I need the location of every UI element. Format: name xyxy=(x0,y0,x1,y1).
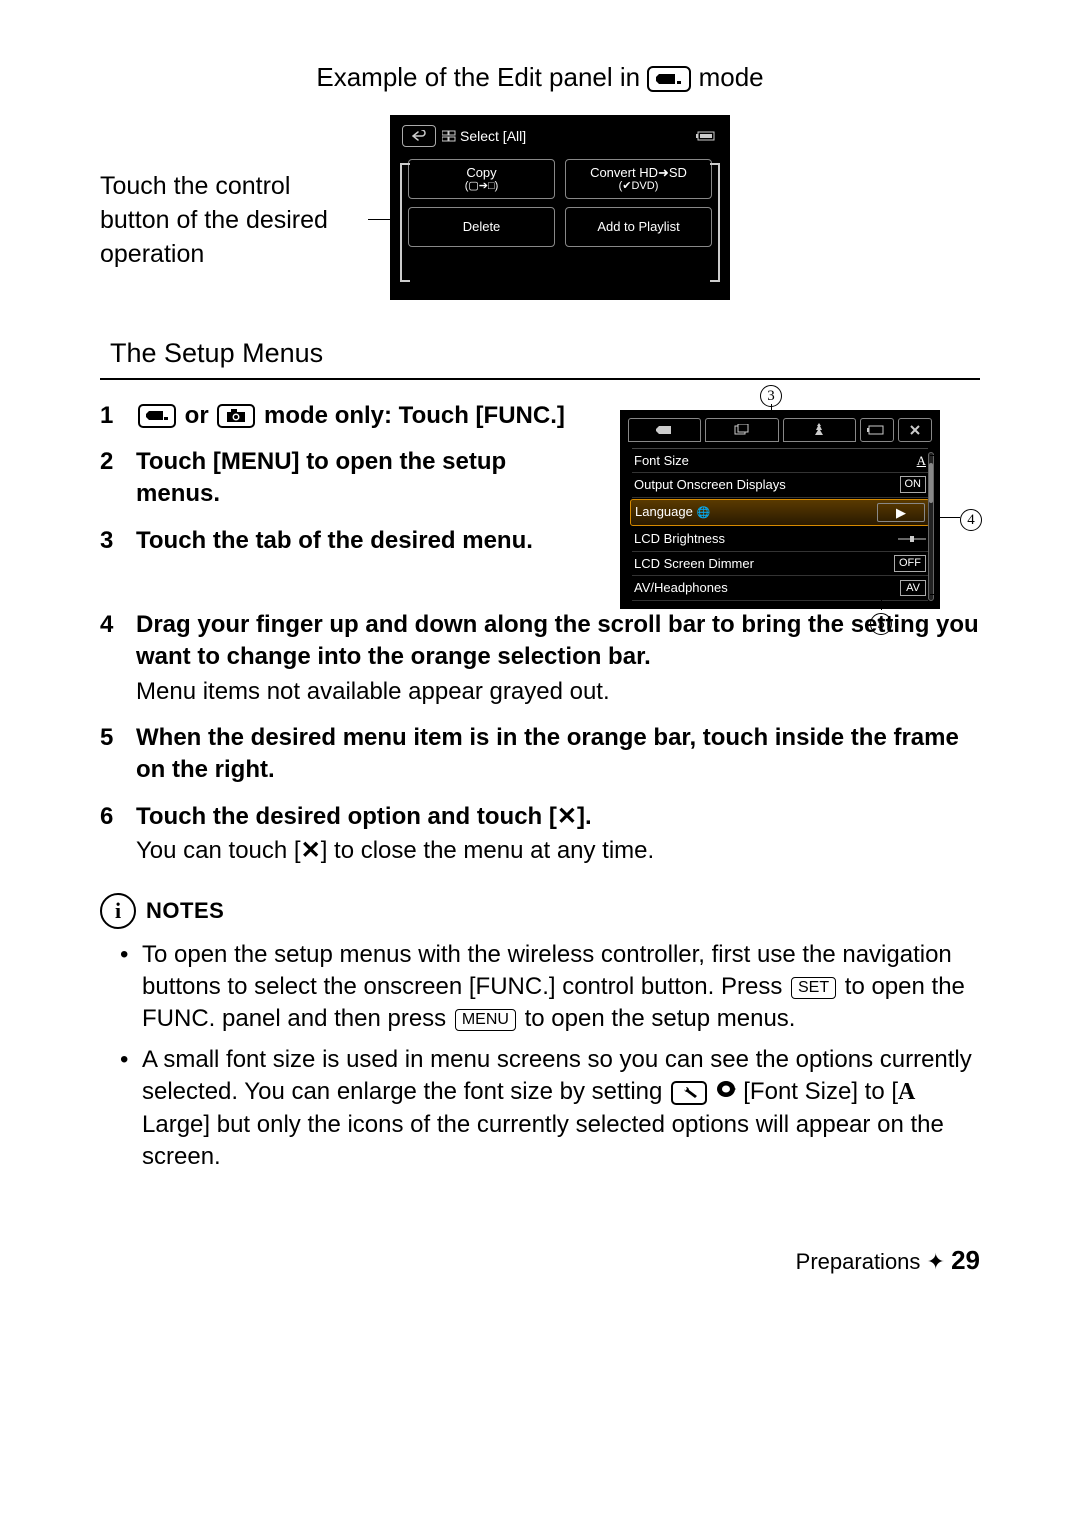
set-key-icon: SET xyxy=(791,977,836,999)
battery-icon xyxy=(696,130,718,142)
step-2: Touch [MENU] to open the setup menus. xyxy=(100,446,590,511)
page-number: 29 xyxy=(951,1245,980,1275)
menu-nav-icon xyxy=(716,1081,744,1103)
steps-list-contd: Drag your finger up and down along the s… xyxy=(100,609,980,868)
globe-icon: 🌐 xyxy=(696,507,710,519)
tab-1[interactable] xyxy=(628,418,701,442)
step-4: Drag your finger up and down along the s… xyxy=(100,609,980,708)
callout-4: 4 xyxy=(960,506,982,531)
edit-panel-row: Touch the control button of the desired … xyxy=(100,115,980,300)
copy-button[interactable]: Copy (▢➔□) xyxy=(408,159,555,199)
menu-row-lcd-brightness[interactable]: LCD Brightness xyxy=(632,527,928,552)
steps-list: or mode only: Touch [FUNC.] Touch [MENU]… xyxy=(100,400,590,558)
page-title: Example of the Edit panel in mode xyxy=(100,60,980,95)
back-button[interactable] xyxy=(402,125,436,147)
info-icon: i xyxy=(100,893,136,929)
bracket-left-icon xyxy=(400,163,410,282)
convert-button[interactable]: Convert HD➜SD (✔DVD) xyxy=(565,159,712,199)
close-button[interactable] xyxy=(898,418,932,442)
note-2: A small font size is used in menu screen… xyxy=(120,1044,980,1174)
edit-panel-caption: Touch the control button of the desired … xyxy=(100,115,360,271)
add-playlist-button[interactable]: Add to Playlist xyxy=(565,207,712,247)
playback-mode-icon xyxy=(647,66,691,92)
step-5: When the desired menu item is in the ora… xyxy=(100,722,980,787)
tab-3[interactable] xyxy=(783,418,856,442)
setup-menu-screenshot-col: 3 Font Size A Output Onscreen Displays O… xyxy=(610,400,980,609)
menu-list: Font Size A Output Onscreen Displays ON … xyxy=(632,448,928,601)
select-all-label: Select [All] xyxy=(460,127,526,146)
title-prefix: Example of the Edit panel in xyxy=(316,62,647,92)
step-1: or mode only: Touch [FUNC.] xyxy=(100,400,590,432)
section-rule xyxy=(100,378,980,380)
close-x-icon: ✕ xyxy=(301,837,321,864)
playback-mode-icon xyxy=(138,404,176,428)
setup-menu-screenshot: Font Size A Output Onscreen Displays ON … xyxy=(620,410,940,609)
notes-heading: i NOTES xyxy=(100,893,980,929)
section-heading: The Setup Menus xyxy=(100,335,980,371)
select-all-button[interactable]: Select [All] xyxy=(442,127,526,146)
tab-2[interactable] xyxy=(705,418,778,442)
menu-row-av[interactable]: AV/Headphones AV xyxy=(632,576,928,601)
page-footer: Preparations ✦ 29 xyxy=(100,1243,980,1278)
footer-section: Preparations xyxy=(796,1249,927,1274)
menu-row-lcd-dimmer[interactable]: LCD Screen Dimmer OFF xyxy=(632,552,928,577)
step-6-sub: You can touch [✕] to close the menu at a… xyxy=(136,835,980,867)
step-4-sub: Menu items not available appear grayed o… xyxy=(136,676,980,708)
note-1: To open the setup menus with the wireles… xyxy=(120,939,980,1036)
menu-key-icon: MENU xyxy=(455,1009,516,1031)
brightness-slider-icon xyxy=(898,535,926,543)
large-a-icon: A xyxy=(898,1079,915,1105)
step-3: Touch the tab of the desired menu. xyxy=(100,525,590,557)
wrench-mode-icon xyxy=(671,1081,707,1105)
menu-row-font-size[interactable]: Font Size A xyxy=(632,449,928,474)
tab-battery[interactable] xyxy=(860,418,894,442)
menu-row-output[interactable]: Output Onscreen Displays ON xyxy=(632,473,928,498)
camera-mode-icon xyxy=(217,404,255,428)
submenu-arrow-icon[interactable]: ▶ xyxy=(877,503,925,523)
tabs-row xyxy=(620,418,940,448)
step-6: Touch the desired option and touch [✕]. … xyxy=(100,801,980,868)
notes-list: To open the setup menus with the wireles… xyxy=(100,939,980,1174)
bracket-right-icon xyxy=(710,163,720,282)
edit-panel-screenshot: Select [All] Copy (▢➔□) Convert HD➜SD (✔… xyxy=(390,115,730,300)
notes-label: NOTES xyxy=(146,896,224,926)
title-suffix: mode xyxy=(699,62,764,92)
menu-row-language[interactable]: Language 🌐 ▶ xyxy=(630,499,930,527)
delete-button[interactable]: Delete xyxy=(408,207,555,247)
close-x-icon: ✕ xyxy=(557,803,577,830)
